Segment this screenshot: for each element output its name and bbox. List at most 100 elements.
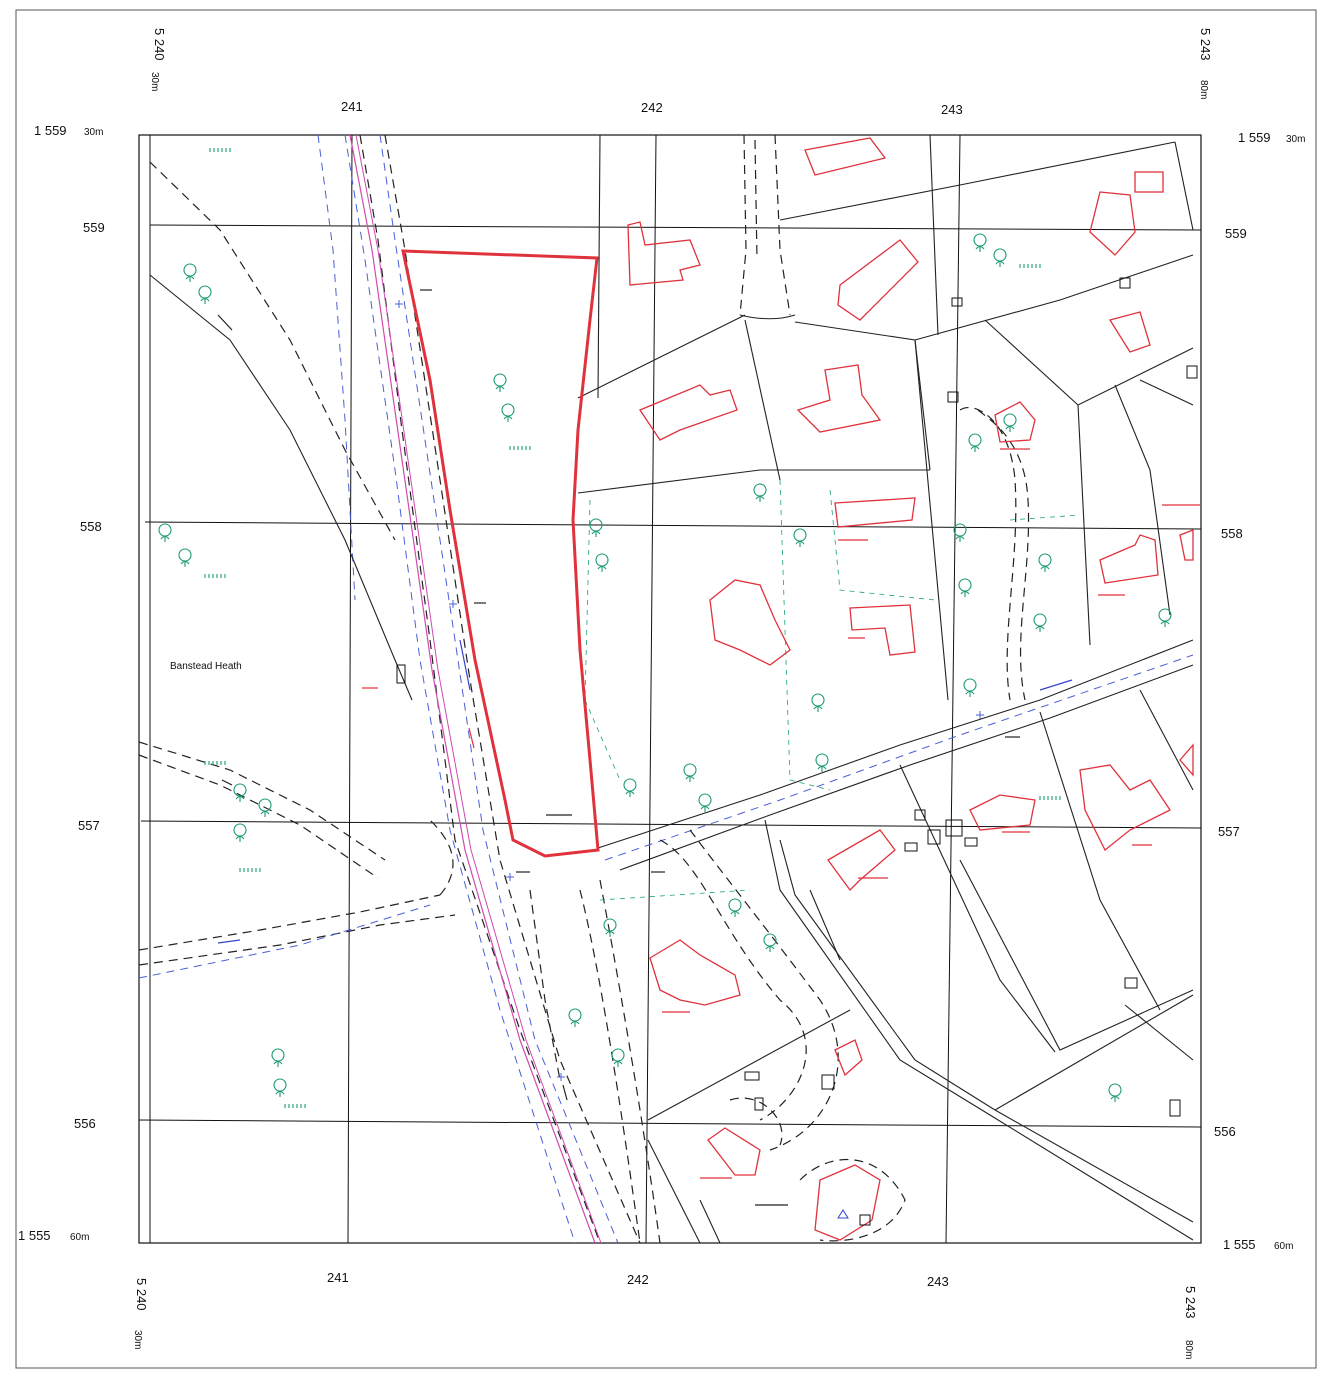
tree-icon — [1005, 425, 1015, 432]
tree-icon — [591, 530, 601, 537]
northing-bottom-left: 1 555 — [18, 1228, 51, 1243]
tree-icon — [700, 805, 710, 812]
grid-line-559 — [149, 224, 1202, 231]
tree-icon — [965, 690, 975, 697]
building — [796, 364, 882, 433]
tree-icon — [753, 483, 767, 497]
easting-top-right: 5 243 — [1198, 28, 1213, 61]
grid-lines — [138, 134, 1202, 1244]
easting-tick-bottom-243: 243 — [927, 1274, 949, 1289]
tree-icon — [503, 415, 513, 422]
easting-top-right-unit: 80m — [1198, 80, 1209, 99]
tree-icon — [1110, 1095, 1120, 1102]
tree-icon — [625, 790, 635, 797]
tree-icon — [273, 1078, 287, 1092]
tree-icon — [233, 783, 247, 797]
northing-top-left-unit: 30m — [84, 127, 103, 138]
tree-icon — [815, 753, 829, 767]
tree-icon — [813, 705, 823, 712]
tree-icon — [1035, 625, 1045, 632]
easting-tick-top-241: 241 — [341, 99, 363, 114]
rough-grass-icon — [509, 446, 531, 450]
footpath-diagonal — [149, 161, 396, 541]
tree-icon — [970, 445, 980, 452]
tree-icon — [1038, 553, 1052, 567]
tree-icon — [605, 930, 615, 937]
tree-icon — [993, 248, 1007, 262]
rough-grass-icon — [209, 148, 231, 152]
tree-icon — [1158, 608, 1172, 622]
tree-icon — [595, 553, 609, 567]
easting-bottom-right: 5 243 — [1183, 1286, 1198, 1319]
northing-tick-right-557: 557 — [1218, 824, 1240, 839]
tree-icon — [611, 1048, 625, 1062]
northing-tick-left-557: 557 — [78, 818, 100, 833]
tree-icon — [493, 373, 507, 387]
small-structures — [396, 277, 1198, 1226]
building — [639, 384, 738, 441]
tree-icon — [683, 763, 697, 777]
rough-grass-icon — [1019, 264, 1041, 268]
tree-icon — [568, 1008, 582, 1022]
small-annotations — [217, 289, 1200, 1206]
tree-icon — [198, 285, 212, 299]
building — [834, 1039, 863, 1077]
tree-icon — [793, 528, 807, 542]
northing-bottom-right-unit: 60m — [1274, 1241, 1293, 1252]
grid-line-241 — [347, 134, 353, 1244]
tree-icon — [995, 260, 1005, 267]
tree-icon — [953, 523, 967, 537]
building — [627, 221, 701, 286]
side-road-east — [597, 639, 1194, 871]
tree-icon — [597, 565, 607, 572]
tree-icon — [730, 910, 740, 917]
easting-tick-top-242: 242 — [641, 100, 663, 115]
northing-top-right-unit: 30m — [1286, 134, 1305, 145]
tree-icon — [765, 945, 775, 952]
sheet-border — [15, 9, 1317, 1369]
tree-icon — [623, 778, 637, 792]
tree-icon — [273, 1060, 283, 1067]
tree-icon — [570, 1020, 580, 1027]
tree-icon — [975, 245, 985, 252]
tree-icon — [685, 775, 695, 782]
northing-tick-left-559: 559 — [83, 220, 105, 235]
tree-icon — [795, 540, 805, 547]
northing-bottom-left-unit: 60m — [70, 1232, 89, 1243]
tree-icon — [960, 590, 970, 597]
survey-cross-icon — [395, 300, 984, 1081]
place-label-banstead-heath: Banstead Heath — [170, 661, 242, 672]
building — [707, 1127, 761, 1176]
building — [849, 604, 916, 656]
northing-top-right: 1 559 — [1238, 130, 1271, 145]
tree-icon — [158, 523, 172, 537]
buildings — [627, 137, 1194, 1241]
tree-icon — [963, 678, 977, 692]
vegetation-edges — [584, 479, 1081, 901]
tree-icon — [973, 233, 987, 247]
northing-tick-left-556: 556 — [74, 1116, 96, 1131]
tree-icon — [233, 823, 247, 837]
tree-icon — [728, 898, 742, 912]
northing-tick-left-558: 558 — [80, 519, 102, 534]
tree-icon — [955, 535, 965, 542]
building — [1099, 534, 1159, 584]
building — [1108, 311, 1151, 353]
grid-line-243 — [945, 134, 961, 1244]
building — [969, 794, 1036, 831]
building — [994, 401, 1036, 443]
building — [837, 239, 919, 321]
building — [1089, 191, 1136, 256]
rough-grass-icon — [204, 761, 226, 765]
site-boundary[interactable] — [401, 249, 600, 858]
building — [1134, 171, 1164, 193]
tree-icon — [968, 433, 982, 447]
tree-icon — [958, 578, 972, 592]
tree-icon — [235, 835, 245, 842]
grid-line-556 — [138, 1119, 1202, 1128]
easting-top-left-unit: 30m — [149, 72, 160, 91]
triangulation-pillar-icon — [837, 1209, 849, 1219]
easting-tick-bottom-241: 241 — [327, 1270, 349, 1285]
